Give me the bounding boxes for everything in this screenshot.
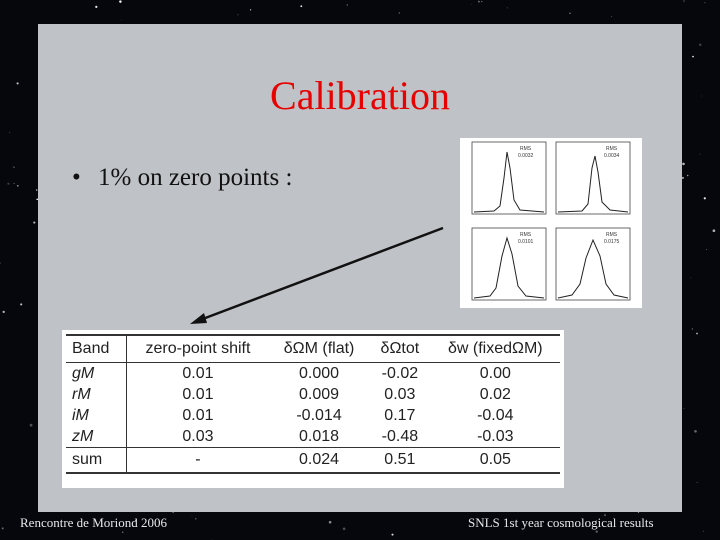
histogram-2-stat-value: 0.0034 (604, 153, 620, 159)
table-cell: -0.03 (477, 427, 514, 445)
histogram-4-stat-label: RMS (606, 232, 618, 238)
histogram-4-stat-value: 0.0175 (604, 239, 620, 245)
table-cell: 0.000 (299, 364, 340, 382)
table-cell: 0.01 (182, 364, 214, 382)
histogram-1-stat-value: 0.0032 (518, 153, 534, 159)
table-row: zM 0.03 0.018 -0.48 -0.03 (66, 426, 560, 448)
bullet-item: • 1% on zero points : (72, 164, 292, 192)
histogram-figure: RMS 0.0032 RMS 0.0034 RMS 0.0101 RMS 0.0… (460, 138, 642, 308)
table-row: rM 0.01 0.009 0.03 0.02 (66, 384, 560, 405)
histogram-3-stat-value: 0.0101 (518, 239, 534, 245)
table-cell: 0.00 (479, 364, 511, 382)
header-zero-point-shift: zero-point shift (126, 334, 269, 363)
table-cell: -0.48 (381, 427, 419, 445)
histogram-3-stat-label: RMS (520, 232, 532, 238)
histogram-panel-4: RMS 0.0175 (555, 227, 631, 301)
histogram-panel-1: RMS 0.0032 (471, 141, 547, 215)
band-cell: gM (66, 362, 127, 384)
table-cell: 0.51 (369, 447, 431, 474)
histogram-2-stat-label: RMS (606, 146, 618, 152)
footer-subtitle: SNLS 1st year cosmological results (468, 515, 654, 530)
bullet-marker: • (72, 164, 81, 191)
table-cell: 0.17 (384, 406, 416, 424)
histogram-grid: RMS 0.0032 RMS 0.0034 RMS 0.0101 RMS 0.0… (471, 141, 631, 301)
table-cell: 0.03 (182, 427, 214, 445)
table-sum-row: sum - 0.024 0.51 0.05 (66, 447, 560, 474)
table-cell: 0.009 (299, 385, 340, 403)
band-cell: iM (66, 405, 127, 426)
bullet-text: 1% on zero points : (98, 164, 293, 191)
table-cell: 0.05 (430, 447, 560, 474)
table-cell: 0.03 (384, 385, 416, 403)
slide-title: Calibration (270, 73, 450, 118)
results-table: Band zero-point shift δΩM (flat) δΩtot δ… (66, 334, 560, 474)
band-cell: zM (66, 426, 127, 448)
band-cell: rM (66, 384, 127, 405)
table-cell: -0.02 (381, 364, 419, 382)
histogram-panel-2: RMS 0.0034 (555, 141, 631, 215)
table-cell: -0.04 (477, 406, 514, 424)
table-row: gM 0.01 0.000 -0.02 0.00 (66, 362, 560, 384)
table-row: iM 0.01 -0.014 0.17 -0.04 (66, 405, 560, 426)
header-delta-w: δw (fixedΩM) (430, 334, 560, 363)
table-cell: 0.01 (182, 406, 214, 424)
table-cell: -0.014 (296, 406, 342, 424)
header-delta-omega-tot: δΩtot (369, 334, 431, 363)
table-cell: 0.018 (299, 427, 340, 445)
header-delta-omega-m: δΩM (flat) (268, 334, 370, 363)
table-cell: 0.024 (268, 447, 370, 474)
table-cell: 0.02 (479, 385, 511, 403)
histogram-panel-3: RMS 0.0101 (471, 227, 547, 301)
histogram-1-stat-label: RMS (520, 146, 532, 152)
table-header-row: Band zero-point shift δΩM (flat) δΩtot δ… (66, 334, 560, 363)
table-cell: - (126, 447, 269, 474)
table-cell: 0.01 (182, 385, 214, 403)
results-table-box: Band zero-point shift δΩM (flat) δΩtot δ… (62, 330, 564, 488)
sum-label-cell: sum (66, 447, 127, 474)
header-band: Band (66, 334, 127, 363)
footer-conference: Rencontre de Moriond 2006 (20, 515, 167, 530)
